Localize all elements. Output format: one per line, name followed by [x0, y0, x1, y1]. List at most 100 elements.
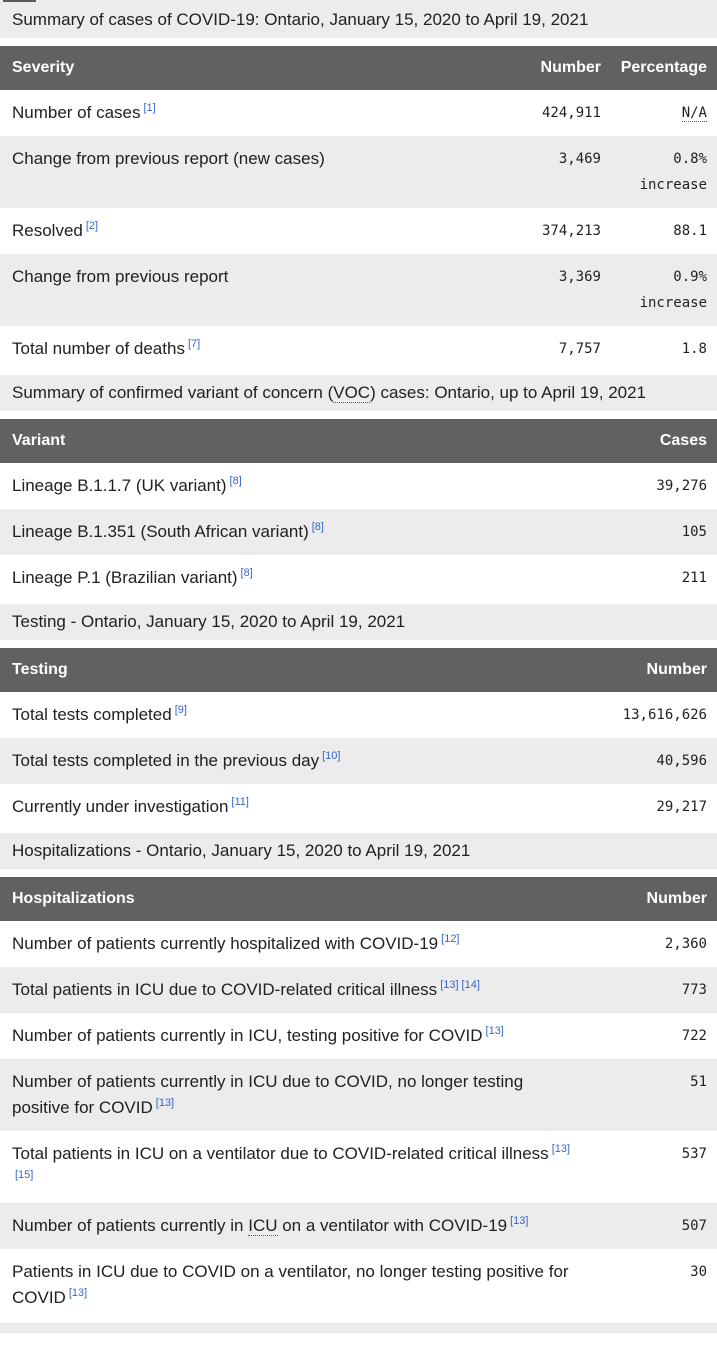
- ref-link[interactable]: [10]: [322, 750, 341, 763]
- row-number: 773: [681, 982, 707, 998]
- column-header-testing: Testing: [0, 648, 597, 692]
- row-label-text: Total patients in ICU on a ventilator du…: [12, 1144, 549, 1163]
- table-row: Patients in ICU due to COVID on a ventil…: [0, 1249, 717, 1321]
- table-row: Resolved [2] 374,213 88.1: [0, 208, 717, 254]
- hospitalizations-header-row: Hospitalizations Number: [0, 877, 717, 921]
- percentage-note: increase: [639, 177, 707, 193]
- row-number: 374,213: [541, 223, 601, 239]
- row-label: Total tests completed in the previous da…: [0, 738, 597, 784]
- column-header-number: Number: [597, 877, 717, 921]
- table-row: Lineage B.1.351 (South African variant)[…: [0, 509, 717, 555]
- ref-link[interactable]: [13]: [485, 1025, 504, 1038]
- table-row: Total patients in ICU on a ventilator du…: [0, 1131, 717, 1203]
- table-row: Number of cases [1] 424,911 N/A: [0, 90, 717, 136]
- voc-table: Variant Cases Lineage B.1.1.7 (UK varian…: [0, 419, 717, 601]
- ref-link[interactable]: [8]: [311, 521, 324, 534]
- row-label-text: Total number of deaths: [12, 339, 185, 358]
- row-label: Number of patients currently in ICU due …: [0, 1059, 597, 1131]
- column-header-hospitalizations: Hospitalizations: [0, 877, 597, 921]
- testing-caption: Testing - Ontario, January 15, 2020 to A…: [0, 604, 717, 640]
- row-number: 29,217: [656, 799, 707, 815]
- table-row: Change from previous report (new cases) …: [0, 136, 717, 208]
- reference-marker: [13]: [156, 1097, 174, 1109]
- table-row: Number of patients currently in ICU due …: [0, 1059, 717, 1131]
- row-label-text: on a ventilator with COVID-19: [277, 1216, 508, 1235]
- reference-marker: [14]: [462, 979, 480, 991]
- ref-link[interactable]: [12]: [441, 933, 460, 946]
- reference-marker: [13]: [69, 1287, 87, 1299]
- row-number: 13,616,626: [622, 707, 707, 723]
- row-number: 2,360: [664, 936, 707, 952]
- ref-link[interactable]: [8]: [240, 567, 253, 580]
- reference-marker: [13]: [440, 979, 458, 991]
- table-row: Total tests completed [9] 13,616,626: [0, 692, 717, 738]
- ref-link[interactable]: [14]: [461, 979, 480, 992]
- column-header-percentage: Percentage: [611, 46, 717, 90]
- column-header-number: Number: [515, 46, 611, 90]
- row-number: 39,276: [656, 478, 707, 494]
- row-percentage: N/A: [611, 90, 717, 136]
- row-label-text: Number of patients currently in: [12, 1216, 249, 1235]
- ref-link[interactable]: [9]: [174, 704, 187, 717]
- row-number: 40,596: [656, 753, 707, 769]
- percentage-note: increase: [639, 295, 707, 311]
- ref-link[interactable]: [13]: [68, 1287, 88, 1300]
- row-label-text: Patients in ICU due to COVID on a ventil…: [12, 1262, 569, 1307]
- row-label: Lineage P.1 (Brazilian variant) [8]: [0, 555, 597, 601]
- row-label-text: Lineage B.1.1.7 (UK variant): [12, 476, 227, 495]
- table-row: Total tests completed in the previous da…: [0, 738, 717, 784]
- reference-marker: [8]: [312, 521, 324, 533]
- table-row: Number of patients currently in ICU, tes…: [0, 1013, 717, 1059]
- reference-marker: [13]: [552, 1143, 570, 1155]
- ref-link[interactable]: [8]: [229, 475, 242, 488]
- ref-link[interactable]: [2]: [85, 220, 99, 233]
- ref-link[interactable]: [13]: [510, 1215, 529, 1228]
- row-label-text: Lineage B.1.351 (South African variant): [12, 522, 309, 541]
- ref-link[interactable]: [7]: [187, 338, 201, 351]
- percentage-value: 0.9%: [673, 269, 707, 285]
- reference-marker: [7]: [188, 338, 200, 350]
- row-number: 424,911: [541, 105, 601, 121]
- row-number: 722: [681, 1028, 707, 1044]
- table-row: Currently under investigation [11] 29,217: [0, 784, 717, 830]
- row-number: 3,369: [558, 269, 601, 285]
- ref-link[interactable]: [13]: [551, 1143, 571, 1156]
- row-label-text: Number of patients currently in ICU, tes…: [12, 1026, 483, 1045]
- ref-link[interactable]: [11]: [231, 796, 249, 809]
- table-row: Change from previous report 3,369 0.9% in…: [0, 254, 717, 326]
- row-label: Total tests completed [9]: [0, 692, 597, 738]
- row-label-text: Number of patients currently in ICU due …: [12, 1072, 524, 1117]
- reference-marker: [12]: [441, 933, 459, 945]
- row-label: Patients in ICU due to COVID on a ventil…: [0, 1249, 597, 1321]
- reference-marker: [11]: [231, 796, 249, 808]
- ref-link[interactable]: [15]: [15, 1169, 34, 1182]
- testing-table: Testing Number Total tests completed [9] …: [0, 648, 717, 830]
- table-row: Total patients in ICU due to COVID-relat…: [0, 967, 717, 1013]
- row-label-text: Currently under investigation: [12, 797, 229, 816]
- row-label-text: Total patients in ICU due to COVID-relat…: [12, 980, 438, 999]
- column-header-severity: Severity: [0, 46, 515, 90]
- ref-link[interactable]: [13]: [440, 979, 459, 992]
- table-row: Lineage B.1.1.7 (UK variant) [8] 39,276: [0, 463, 717, 509]
- testing-caption-text: Testing - Ontario, January 15, 2020 to A…: [12, 612, 406, 631]
- ref-link[interactable]: [13]: [155, 1097, 175, 1110]
- row-label: Currently under investigation [11]: [0, 784, 597, 830]
- icu-abbr: ICU: [248, 1216, 278, 1236]
- row-label: Number of cases [1]: [0, 90, 515, 136]
- hospitalizations-caption: Hospitalizations - Ontario, January 15, …: [0, 833, 717, 869]
- voc-header-row: Variant Cases: [0, 419, 717, 463]
- voc-abbr: VOC: [333, 383, 371, 403]
- column-header-cases: Cases: [597, 419, 717, 463]
- table-row: Number of patients currently in ICU on a…: [0, 1203, 717, 1249]
- row-label: Lineage B.1.351 (South African variant)[…: [0, 509, 597, 555]
- table-row: Lineage P.1 (Brazilian variant) [8] 211: [0, 555, 717, 601]
- summary-header-row: Severity Number Percentage: [0, 46, 717, 90]
- row-label: Total number of deaths [7]: [0, 326, 515, 372]
- column-header-number: Number: [597, 648, 717, 692]
- row-label: Change from previous report (new cases): [0, 136, 515, 208]
- table-row: Number of patients currently hospitalize…: [0, 921, 717, 967]
- row-label-text: Number of patients currently hospitalize…: [12, 934, 439, 953]
- row-label: Lineage B.1.1.7 (UK variant) [8]: [0, 463, 597, 509]
- reference-marker: [8]: [230, 475, 242, 487]
- ref-link[interactable]: [1]: [143, 102, 156, 115]
